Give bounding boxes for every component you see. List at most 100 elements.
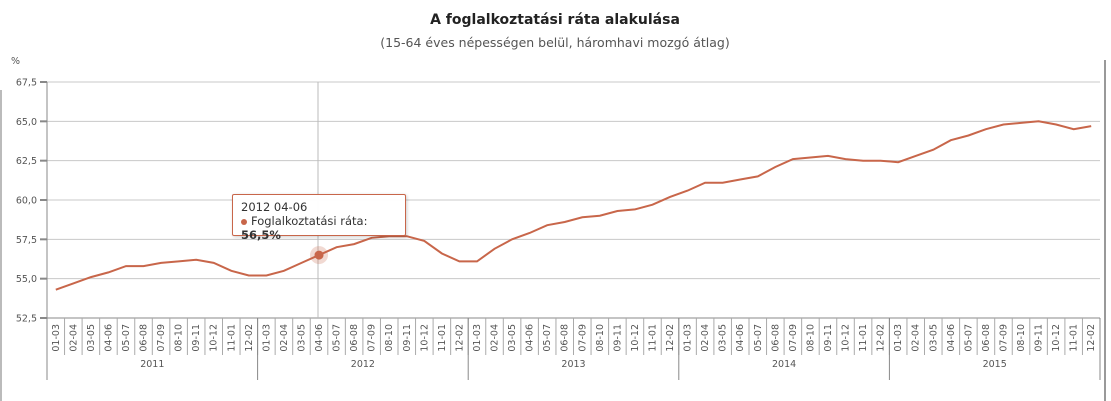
data-point <box>229 269 233 273</box>
data-point <box>1019 121 1023 125</box>
x-tick-label: 05-07 <box>332 324 343 352</box>
x-tick-label: 03-05 <box>296 324 307 352</box>
data-point <box>545 223 549 227</box>
x-tick-label: 06-08 <box>560 324 571 352</box>
x-tick-label: 03-05 <box>928 324 939 352</box>
hovered-data-point <box>314 250 324 260</box>
x-tick-label: 04-06 <box>525 324 536 352</box>
x-tick-label: 05-07 <box>963 324 974 352</box>
data-point <box>931 148 935 152</box>
x-tick-label: 11-01 <box>858 324 869 352</box>
data-point <box>826 154 830 158</box>
x-tick-label: 11-01 <box>226 324 237 352</box>
x-tick-label: 11-01 <box>1069 324 1080 352</box>
tooltip: 2012 04-06 Foglalkoztatási ráta: 56,5% <box>232 194 406 242</box>
y-tick-label: 65,0 <box>16 117 37 128</box>
year-label: 2012 <box>351 359 375 370</box>
x-tick-label: 10-12 <box>1051 324 1062 352</box>
data-point <box>580 215 584 219</box>
data-point <box>633 207 637 211</box>
data-point <box>1054 122 1058 126</box>
x-tick-label: 02-04 <box>68 324 79 352</box>
data-point <box>650 203 654 207</box>
x-tick-label: 01-03 <box>261 324 272 352</box>
data-point <box>247 274 251 278</box>
data-point <box>773 165 777 169</box>
data-point <box>299 261 303 265</box>
x-tick-label: 07-09 <box>577 324 588 352</box>
x-tick-label: 02-04 <box>911 324 922 352</box>
data-point <box>721 181 725 185</box>
x-tick-label: 05-07 <box>753 324 764 352</box>
x-tick-label: 10-12 <box>630 324 641 352</box>
y-tick-label: 60,0 <box>16 196 37 207</box>
year-label: 2013 <box>561 359 585 370</box>
data-point <box>106 270 110 274</box>
x-tick-label: 11-01 <box>437 324 448 352</box>
data-point <box>984 127 988 131</box>
x-tick-label: 05-07 <box>542 324 553 352</box>
data-point <box>510 237 514 241</box>
data-point <box>422 239 426 243</box>
x-tick-label: 08-10 <box>384 324 395 352</box>
x-tick-label: 04-06 <box>946 324 957 352</box>
year-label: 2015 <box>983 359 1007 370</box>
data-point <box>1001 122 1005 126</box>
data-point <box>949 138 953 142</box>
data-point <box>142 264 146 268</box>
y-tick-label: 57,5 <box>16 235 37 246</box>
x-tick-label: 07-09 <box>998 324 1009 352</box>
x-tick-label: 01-03 <box>893 324 904 352</box>
x-tick-label: 03-05 <box>507 324 518 352</box>
x-tick-label: 08-10 <box>174 324 185 352</box>
data-point <box>896 160 900 164</box>
data-point <box>71 281 75 285</box>
y-tick-label: 52,5 <box>16 314 37 325</box>
x-tick-label: 01-03 <box>51 324 62 352</box>
x-tick-label: 07-09 <box>367 324 378 352</box>
x-tick-label: 06-08 <box>981 324 992 352</box>
x-tick-label: 04-06 <box>735 324 746 352</box>
x-tick-label: 12-02 <box>244 324 255 352</box>
data-point <box>124 264 128 268</box>
data-point <box>563 220 567 224</box>
x-tick-label: 02-04 <box>490 324 501 352</box>
y-axis-label: % <box>11 56 20 67</box>
data-point <box>89 275 93 279</box>
y-tick-label: 67,5 <box>16 78 37 89</box>
data-point <box>194 258 198 262</box>
data-point <box>756 174 760 178</box>
x-tick-label: 11-01 <box>647 324 658 352</box>
data-point <box>879 159 883 163</box>
data-point <box>668 195 672 199</box>
chart-title: A foglalkoztatási ráta alakulása <box>430 12 680 28</box>
x-tick-label: 04-06 <box>103 324 114 352</box>
x-tick-label: 09-11 <box>1034 324 1045 352</box>
data-point <box>861 159 865 163</box>
year-label: 2011 <box>140 359 164 370</box>
data-point <box>54 288 58 292</box>
data-point <box>703 181 707 185</box>
data-point <box>493 247 497 251</box>
data-point <box>457 259 461 263</box>
x-tick-label: 03-05 <box>718 324 729 352</box>
x-tick-label: 01-03 <box>683 324 694 352</box>
x-tick-label: 07-09 <box>788 324 799 352</box>
x-tick-label: 02-04 <box>279 324 290 352</box>
data-point <box>615 209 619 213</box>
y-tick-label: 62,5 <box>16 156 37 167</box>
x-tick-label: 09-11 <box>612 324 623 352</box>
x-tick-label: 12-02 <box>665 324 676 352</box>
x-tick-label: 07-09 <box>156 324 167 352</box>
x-tick-label: 08-10 <box>805 324 816 352</box>
x-tick-label: 09-11 <box>191 324 202 352</box>
data-point <box>282 269 286 273</box>
year-label: 2014 <box>772 359 796 370</box>
x-tick-label: 05-07 <box>121 324 132 352</box>
tooltip-series-label: Foglalkoztatási ráta: <box>251 214 368 228</box>
data-point <box>1072 127 1076 131</box>
data-point <box>212 261 216 265</box>
x-tick-label: 09-11 <box>823 324 834 352</box>
data-point <box>159 261 163 265</box>
